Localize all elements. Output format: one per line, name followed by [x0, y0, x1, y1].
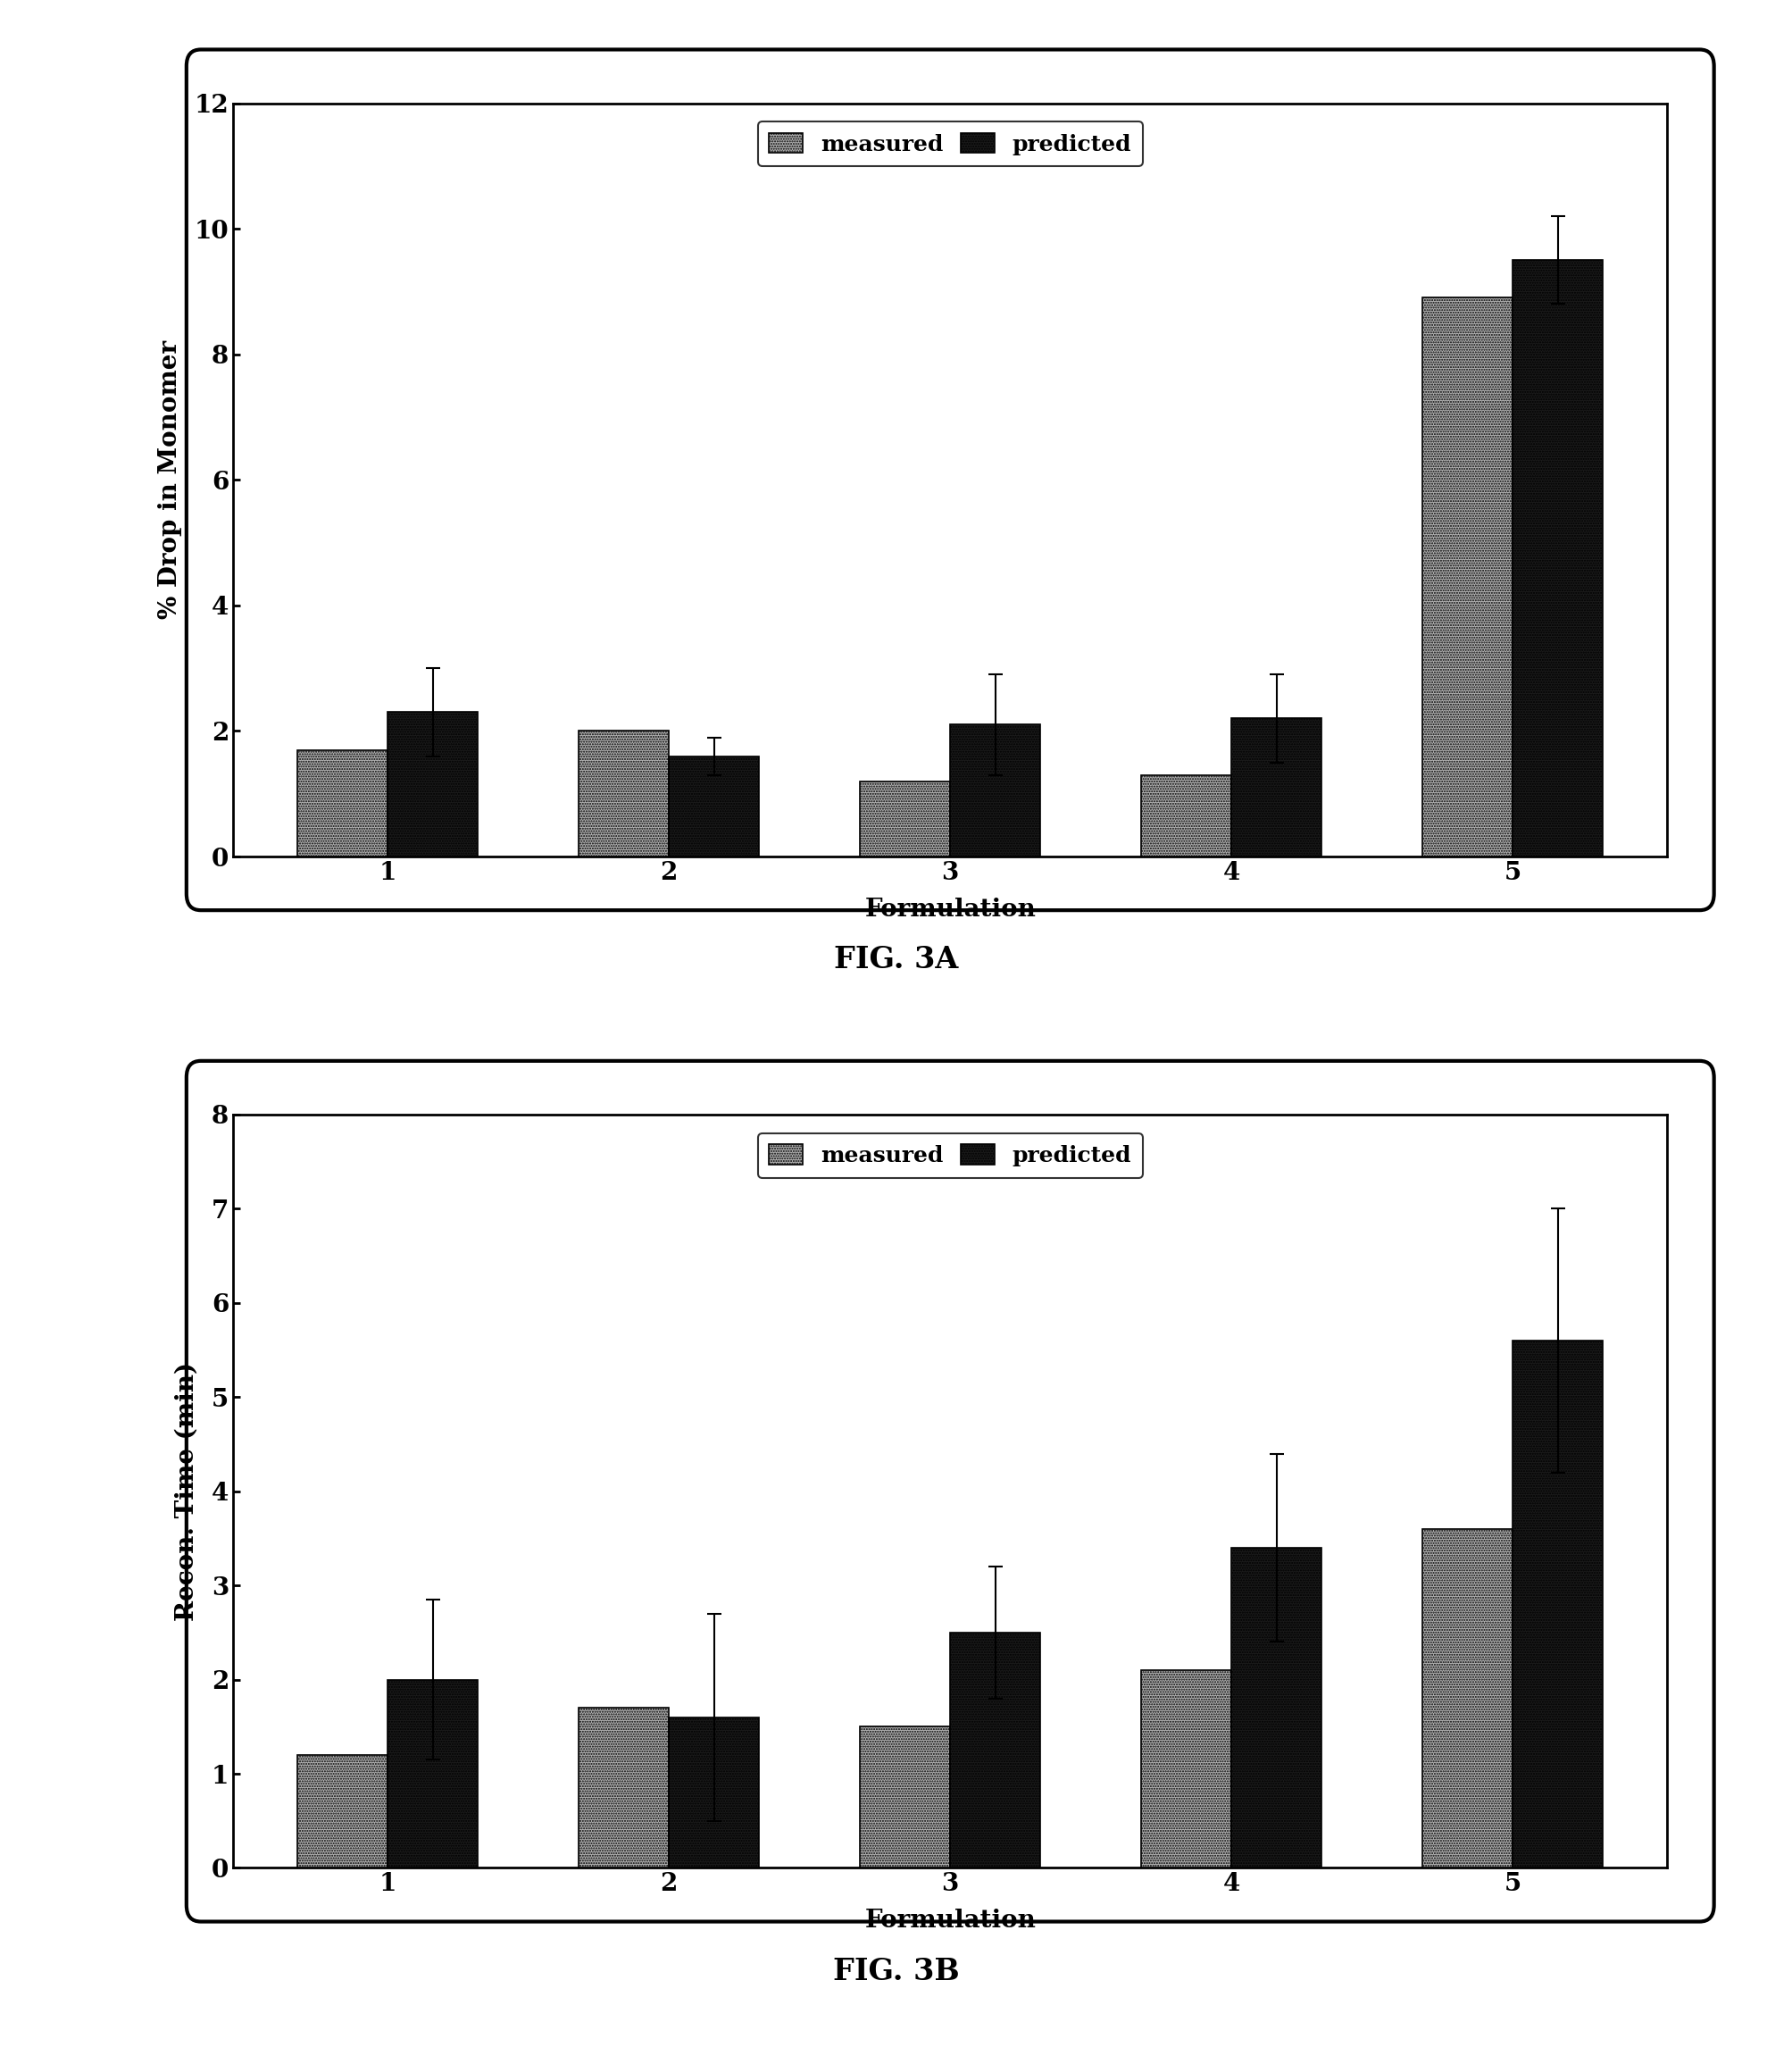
Text: FIG. 3B: FIG. 3B [833, 1957, 959, 1986]
X-axis label: Formulation: Formulation [864, 1909, 1036, 1932]
Text: FIG. 3A: FIG. 3A [833, 945, 959, 974]
Bar [579, 1707, 668, 1868]
Bar [1231, 718, 1321, 857]
Bar [950, 1633, 1039, 1868]
Bar [1231, 1548, 1321, 1868]
Legend: measured, predicted: measured, predicted [758, 122, 1142, 167]
Legend: measured, predicted: measured, predicted [758, 1133, 1142, 1179]
Bar [668, 755, 758, 857]
Bar [297, 749, 387, 857]
Bar [1142, 774, 1231, 857]
Bar [1512, 260, 1602, 857]
Bar [950, 724, 1039, 857]
Bar [387, 712, 477, 857]
Y-axis label: Recon. Time (min): Recon. Time (min) [176, 1362, 199, 1620]
Bar [1423, 297, 1512, 857]
X-axis label: Formulation: Formulation [864, 898, 1036, 921]
Bar [579, 731, 668, 857]
Bar [668, 1717, 758, 1868]
Bar [297, 1754, 387, 1868]
Bar [1142, 1670, 1231, 1868]
Bar [1423, 1529, 1512, 1868]
Bar [387, 1680, 477, 1868]
Bar [860, 1728, 950, 1868]
Bar [1512, 1342, 1602, 1868]
Y-axis label: % Drop in Monomer: % Drop in Monomer [158, 341, 181, 619]
Bar [860, 782, 950, 857]
